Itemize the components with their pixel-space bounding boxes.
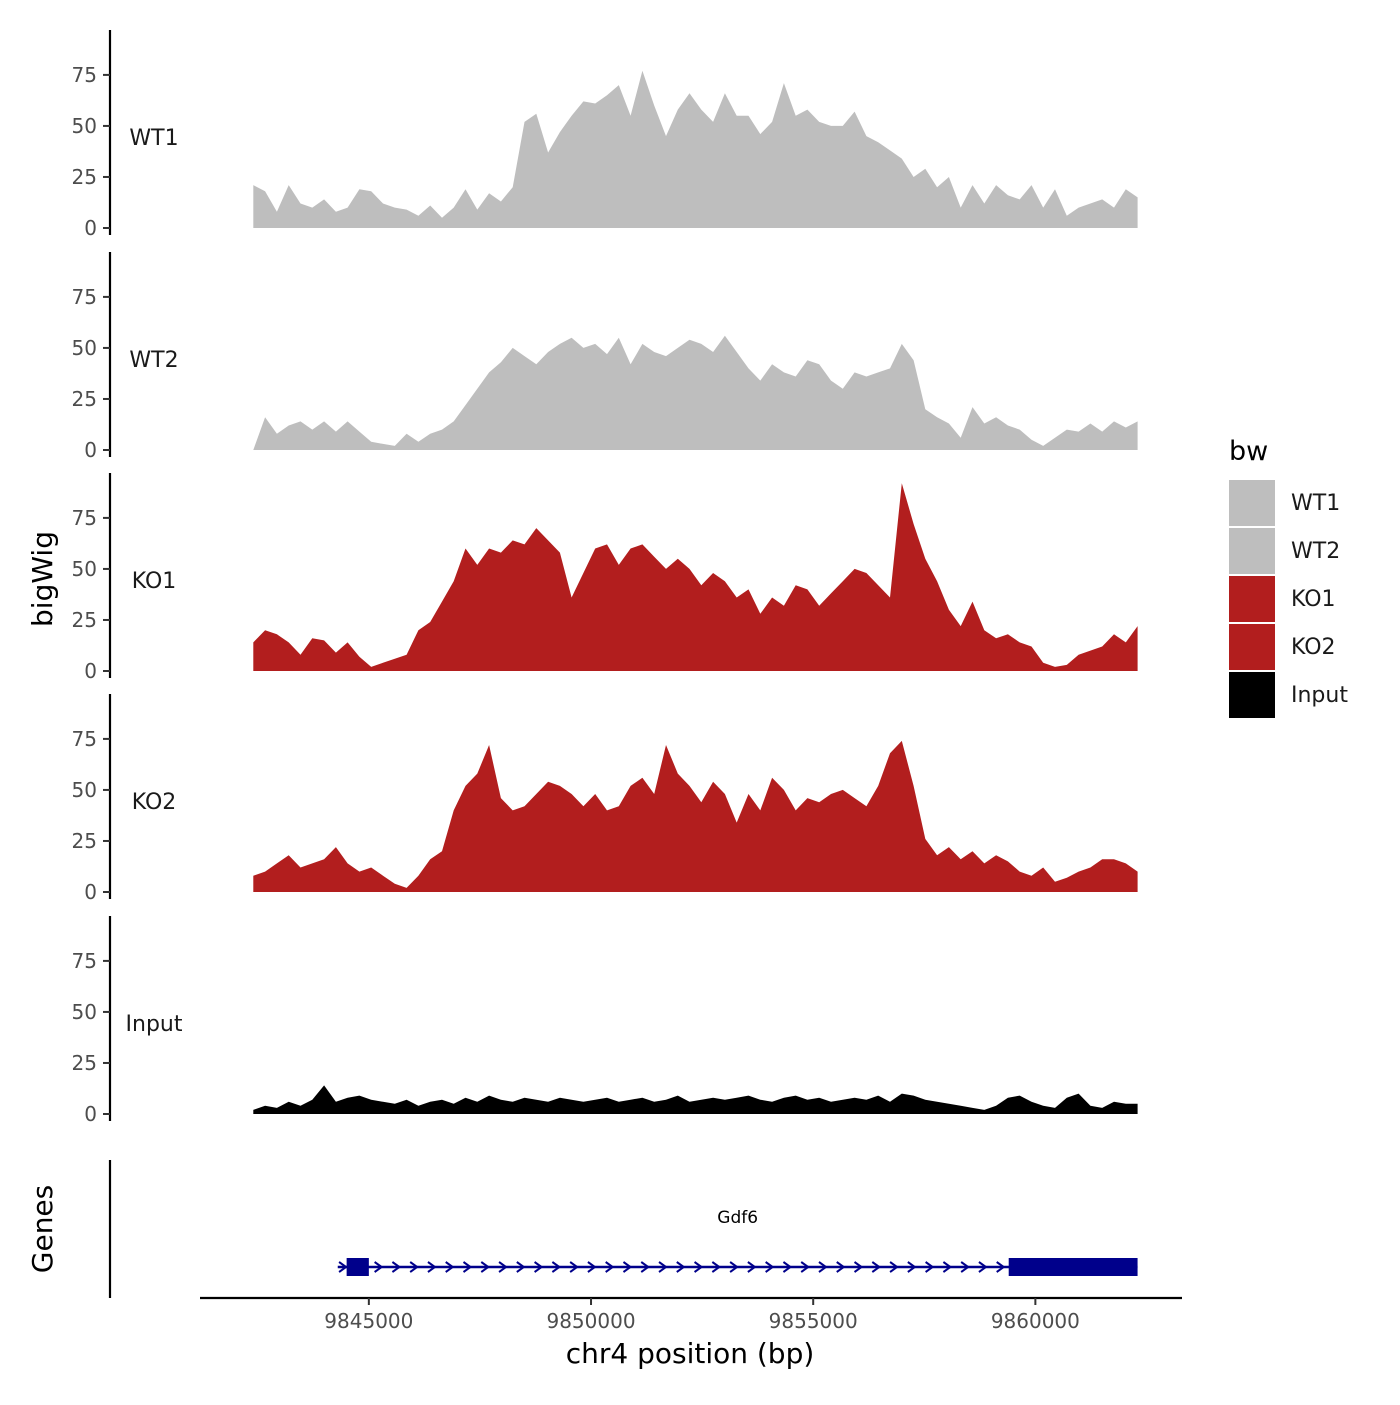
strand-arrow-icon: [782, 1261, 793, 1273]
y-tick-label: 25: [72, 387, 97, 411]
track-ko1: 0 25 50 75 KO1: [72, 473, 1138, 683]
strand-arrow-icon: [409, 1261, 419, 1273]
gene-label: Gdf6: [717, 1208, 758, 1228]
y-tick-label: 50: [72, 778, 97, 802]
strand-arrow-icon: [871, 1261, 882, 1273]
strand-arrow-icon: [516, 1261, 526, 1273]
track-wt1: 0 25 50 75 WT1: [72, 30, 1138, 240]
x-tick-label: 9850000: [546, 1309, 635, 1333]
x-tick-label: 9855000: [769, 1309, 858, 1333]
strand-arrow-icon: [640, 1261, 650, 1273]
x-tick-label: 9845000: [324, 1309, 413, 1333]
strand-arrow-icon: [729, 1261, 739, 1273]
y-tick-label: 0: [84, 1102, 97, 1126]
legend: bw WT1 WT2 KO1 KO2 Input: [1229, 436, 1348, 718]
strand-arrow-icon: [622, 1261, 633, 1273]
legend-key-wt1: [1229, 480, 1275, 526]
strand-arrow-icon: [818, 1261, 828, 1273]
y-tick-label: 50: [72, 1000, 97, 1024]
y-tick-label: 0: [84, 659, 97, 683]
strand-arrow-icon: [534, 1261, 544, 1273]
track-label-wt1: WT1: [129, 126, 178, 151]
track-wt2: 0 25 50 75 WT2: [72, 252, 1138, 462]
legend-label-ko1: KO1: [1291, 587, 1336, 612]
strand-arrow-icon: [942, 1261, 953, 1273]
area-wt1: [253, 70, 1138, 228]
legend-label-wt2: WT2: [1291, 539, 1340, 564]
track-label-wt2: WT2: [129, 348, 178, 373]
legend-key-ko2: [1229, 624, 1275, 670]
x-axis: 9845000 9850000 9855000 9860000: [200, 1296, 1182, 1333]
strand-arrow-icon: [480, 1261, 490, 1273]
strand-arrow-icon: [374, 1261, 384, 1273]
y-tick-label: 0: [84, 438, 97, 462]
x-tick-label: 9860000: [991, 1309, 1080, 1333]
legend-title: bw: [1229, 436, 1268, 467]
x-axis-title: chr4 position (bp): [566, 1337, 815, 1370]
y-tick-label: 75: [72, 949, 97, 973]
legend-key-wt2: [1229, 528, 1275, 574]
area-wt2: [253, 335, 1138, 450]
y-tick-label: 50: [72, 557, 97, 581]
y-tick-label: 25: [72, 829, 97, 853]
track-label-ko1: KO1: [132, 569, 177, 594]
legend-label-ko2: KO2: [1291, 635, 1336, 660]
legend-label-input: Input: [1291, 683, 1348, 708]
strand-arrow-icon: [978, 1261, 988, 1273]
y-tick-label: 25: [72, 1051, 97, 1075]
strand-arrow-icon: [836, 1261, 846, 1273]
y-tick-label: 0: [84, 216, 97, 240]
strand-arrow-icon: [676, 1261, 686, 1273]
strand-arrow-icon: [551, 1261, 562, 1273]
strand-arrow-icon: [711, 1261, 722, 1273]
strand-arrow-icon: [765, 1261, 775, 1273]
strand-arrow-icon: [427, 1261, 437, 1273]
track-label-ko2: KO2: [132, 790, 177, 815]
strand-arrow-icon: [693, 1261, 704, 1273]
legend-key-ko1: [1229, 576, 1275, 622]
track-ko2: 0 25 50 75 KO2: [72, 694, 1138, 904]
strand-arrow-icon: [462, 1261, 473, 1273]
strand-arrow-icon: [800, 1261, 810, 1273]
y-tick-label: 75: [72, 727, 97, 751]
strand-arrow-icon: [338, 1261, 348, 1273]
strand-arrow-icon: [658, 1261, 668, 1273]
track-input: 0 25 50 75 Input: [72, 916, 1138, 1126]
strand-arrow-icon: [907, 1261, 917, 1273]
genes-axis-title: Genes: [26, 1185, 59, 1273]
y-tick-label: 25: [72, 165, 97, 189]
area-ko1: [253, 483, 1138, 671]
strand-arrow-icon: [960, 1261, 970, 1273]
y-tick-label: 25: [72, 608, 97, 632]
area-ko2: [253, 740, 1138, 892]
strand-arrow-icon: [889, 1261, 899, 1273]
y-tick-label: 0: [84, 880, 97, 904]
y-axis-title: bigWig: [26, 531, 59, 627]
y-tick-label: 75: [72, 506, 97, 530]
strand-arrow-icon: [853, 1261, 864, 1273]
strand-arrow-icon: [925, 1261, 935, 1273]
area-input: [253, 1085, 1138, 1114]
legend-label-wt1: WT1: [1291, 491, 1340, 516]
gene-exon: [346, 1258, 369, 1276]
y-tick-label: 50: [72, 336, 97, 360]
y-tick-label: 75: [72, 63, 97, 87]
tracks-group: 0 25 50 75 WT1 0 25 50 75 WT2 0 25 50 75 KO1 0 25 50 75 KO2…: [72, 30, 1138, 1126]
y-tick-label: 50: [72, 114, 97, 138]
strand-arrow-icon: [498, 1261, 508, 1273]
track-label-input: Input: [126, 1012, 183, 1037]
genes-track: Gdf6: [108, 1160, 1138, 1298]
strand-arrow-icon: [391, 1261, 402, 1273]
gene-exon: [1008, 1258, 1138, 1276]
legend-key-input: [1229, 672, 1275, 718]
strand-arrow-icon: [605, 1261, 615, 1273]
y-tick-label: 75: [72, 285, 97, 309]
strand-arrow-icon: [587, 1261, 597, 1273]
strand-arrow-icon: [445, 1261, 455, 1273]
strand-arrow-icon: [747, 1261, 757, 1273]
strand-arrow-icon: [569, 1261, 579, 1273]
strand-arrow-icon: [996, 1261, 1006, 1273]
